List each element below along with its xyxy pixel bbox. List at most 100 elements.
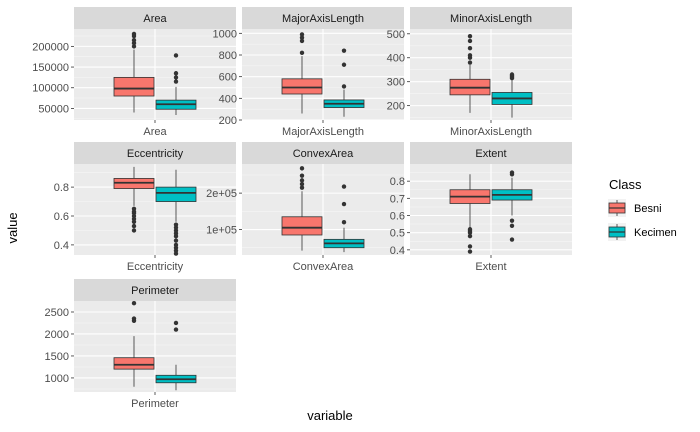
outlier-point (509, 218, 515, 223)
x-tick-label: MinorAxisLength (450, 126, 532, 138)
outlier-point (467, 233, 473, 239)
box-iqr (155, 186, 197, 202)
boxplot-kecimen (491, 72, 533, 118)
boxplot-kecimen (491, 170, 533, 242)
y-tick-label: 0.6 (390, 211, 405, 223)
outlier-point (341, 48, 347, 53)
box-iqr (281, 78, 323, 95)
outlier-point (173, 320, 179, 326)
y-tick-label: 600 (219, 72, 237, 84)
facet-strip (410, 142, 572, 164)
y-tick-label: 1e+05 (206, 225, 237, 237)
y-tick-label: 0.4 (390, 245, 405, 257)
y-tick-label: 100000 (32, 83, 69, 95)
outlier-point (173, 75, 179, 80)
outlier-point (173, 242, 179, 248)
x-tick-label: Eccentricity (127, 261, 184, 273)
y-tick-label: 200000 (32, 41, 69, 53)
boxplot-besni (113, 31, 155, 113)
boxplot-kecimen (323, 184, 365, 253)
boxplot-besni (113, 300, 155, 387)
facet-strip-label: MinorAxisLength (450, 13, 532, 25)
boxplot-besni (449, 174, 491, 254)
facet-strip-label: Eccentricity (127, 148, 184, 160)
y-tick-label: 0.5 (390, 228, 405, 240)
y-tick-label: 400 (387, 53, 405, 65)
boxplot-besni (281, 32, 323, 114)
facet-panel-minoraxislength: MinorAxisLength 200 300 400 500 MinorAxisLeng… (387, 7, 572, 138)
outlier-point (131, 316, 137, 321)
x-tick-label: Perimeter (131, 398, 179, 410)
outlier-point (131, 206, 137, 211)
y-tick-label: 150000 (32, 62, 69, 74)
boxplot-kecimen (155, 320, 197, 391)
outlier-point (509, 237, 515, 242)
outlier-point (467, 249, 473, 254)
boxplot-kecimen (155, 169, 197, 256)
y-tick-label: 1500 (45, 351, 69, 363)
x-axis-title: variable (307, 408, 353, 423)
outlier-point (341, 62, 347, 67)
boxplot-besni (449, 33, 491, 113)
facet-strip-label: Extent (475, 148, 506, 160)
y-tick-label: 0.6 (54, 211, 69, 223)
legend-title: Class (609, 177, 642, 192)
facet-strip (242, 142, 404, 164)
outlier-point (131, 37, 137, 43)
x-tick-label: ConvexArea (293, 261, 354, 273)
y-tick-label: 200 (219, 115, 237, 127)
outlier-point (299, 38, 305, 44)
legend-label: Kecimen (634, 227, 677, 239)
facet-panel-convexarea: ConvexArea 1e+05 2e+05 ConvexArea (206, 142, 404, 273)
y-tick-label: 2500 (45, 307, 69, 319)
y-tick-label: 800 (219, 50, 237, 62)
legend-label: Besni (634, 203, 662, 215)
outlier-point (173, 79, 179, 84)
outlier-point (509, 170, 515, 175)
outlier-point (341, 201, 347, 207)
facet-strip-label: MajorAxisLength (282, 13, 364, 25)
outlier-point (509, 72, 515, 77)
outlier-point (341, 220, 347, 225)
legend: Class Besni Kecimen (608, 177, 677, 241)
facet-panel-area: Area 50000 100000 150000 200000 Area (32, 7, 236, 138)
legend-item-kecimen: Kecimen (608, 223, 677, 241)
boxplot-besni (281, 166, 323, 251)
outlier-point (131, 31, 137, 37)
outlier-point (467, 45, 473, 51)
x-tick-label: MajorAxisLength (282, 126, 364, 138)
y-tick-label: 1000 (45, 373, 69, 385)
outlier-point (299, 166, 305, 171)
y-tick-label: 0.8 (390, 176, 405, 188)
outlier-point (341, 84, 347, 89)
outlier-point (467, 53, 473, 58)
outlier-point (299, 178, 305, 183)
outlier-point (299, 35, 305, 40)
y-tick-label: 500 (387, 29, 405, 41)
facet-strip-label: Perimeter (131, 285, 179, 297)
panels-layer: Area 50000 100000 150000 200000 Area MajorAxis… (32, 7, 572, 410)
boxplot-kecimen (155, 53, 197, 116)
outlier-point (299, 32, 305, 37)
outlier-point (173, 222, 179, 227)
y-tick-label: 2e+05 (206, 188, 237, 200)
facet-strip-label: ConvexArea (293, 148, 354, 160)
legend-item-besni: Besni (608, 199, 662, 217)
outlier-point (131, 223, 137, 229)
y-tick-label: 2000 (45, 329, 69, 341)
outlier-point (341, 184, 347, 189)
facet-strip (74, 7, 236, 29)
facet-strip-label: Area (143, 13, 167, 25)
outlier-point (467, 244, 473, 249)
y-axis-title: value (5, 212, 20, 243)
box-iqr (113, 357, 155, 370)
outlier-point (467, 227, 473, 232)
y-tick-label: 400 (219, 93, 237, 105)
facet-panel-majoraxislength: MajorAxisLength 200 400 600 800 1000 MajorAxis… (213, 7, 404, 138)
outlier-point (299, 181, 305, 187)
outlier-point (467, 38, 473, 44)
facet-panel-perimeter: Perimeter 1000 1500 2000 2500 Perimeter (45, 279, 236, 410)
boxplot-besni (113, 166, 155, 233)
outlier-point (173, 238, 179, 243)
outlier-point (173, 71, 179, 76)
